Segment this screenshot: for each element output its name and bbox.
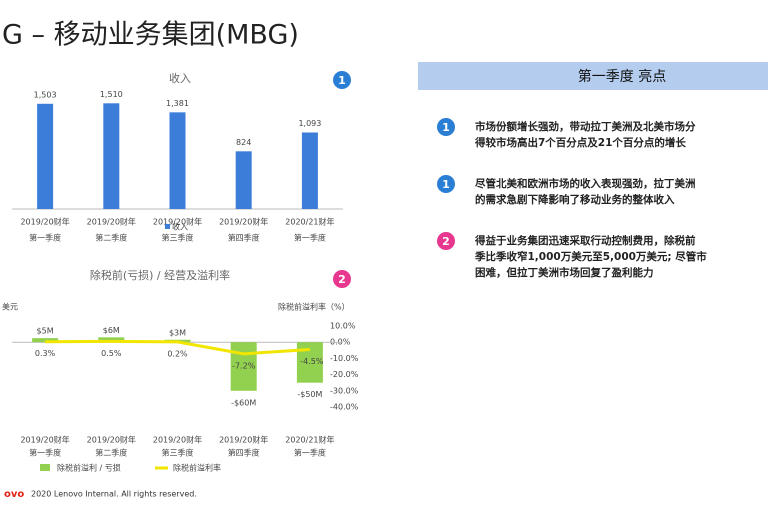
value-label: $3M xyxy=(169,328,186,337)
x-tick-label: 第一季度 xyxy=(294,448,326,458)
y2-tick-label: 10.0% xyxy=(330,322,356,331)
bar xyxy=(301,132,318,209)
bar xyxy=(103,103,120,209)
footer: 2020 Lenovo Internal. All rights reserve… xyxy=(31,490,197,499)
legend-label: 收入 xyxy=(172,222,188,232)
highlight-text: 困难，但拉丁美洲市场回复了盈利能力 xyxy=(475,266,654,279)
bar xyxy=(230,342,257,391)
x-tick-label: 2019/20财年 xyxy=(219,435,268,445)
value-label: -$60M xyxy=(231,398,256,407)
value-label: 0.5% xyxy=(101,349,122,358)
badge-number: 1 xyxy=(338,74,346,87)
highlight-text: 得益于业务集团迅速采取行动控制费用，除税前 xyxy=(474,234,696,247)
chart-title: 收入 xyxy=(169,71,191,85)
x-tick-label: 第四季度 xyxy=(228,233,260,243)
value-label: $5M xyxy=(37,327,54,336)
value-label: 824 xyxy=(236,138,251,147)
x-tick-label: 第四季度 xyxy=(228,448,260,458)
y2-axis-title: 除税前溢利率（%） xyxy=(278,302,350,312)
badge-number: 1 xyxy=(442,121,450,134)
value-label: 1,503 xyxy=(34,90,57,99)
bar xyxy=(235,151,252,209)
value-label: 0.3% xyxy=(35,349,56,358)
x-tick-label: 2019/20财年 xyxy=(87,217,136,227)
x-tick-label: 第二季度 xyxy=(95,448,127,458)
x-tick-label: 2020/21财年 xyxy=(285,435,334,445)
x-tick-label: 第一季度 xyxy=(29,233,61,243)
highlight-title: 第一季度 亮点 xyxy=(578,68,666,85)
x-tick-label: 第一季度 xyxy=(29,448,61,458)
badge xyxy=(437,175,455,193)
x-tick-label: 第三季度 xyxy=(162,448,194,458)
value-label: -7.2% xyxy=(232,361,256,370)
badge xyxy=(333,270,351,288)
value-label: $6M xyxy=(103,326,120,335)
x-tick-label: 2019/20财年 xyxy=(219,217,268,227)
line xyxy=(45,339,310,356)
badge-number: 2 xyxy=(442,235,450,248)
slide-title: G – 移动业务集团(MBG) xyxy=(2,20,299,51)
bar xyxy=(37,103,54,209)
legend-label: 除税前溢利率 xyxy=(173,463,221,473)
chart-title: 除税前(亏损) / 经营及溢利率 xyxy=(90,268,230,282)
highlight-text: 季比季收窄1,000万美元至5,000万美元; 尽管市 xyxy=(474,250,707,263)
badge-number: 1 xyxy=(442,178,450,191)
badge xyxy=(437,232,455,250)
y2-tick-label: -30.0% xyxy=(330,386,359,395)
badge xyxy=(333,71,351,89)
bar xyxy=(32,338,59,343)
value-label: 0.2% xyxy=(167,349,188,358)
x-tick-label: 第二季度 xyxy=(95,233,127,243)
highlight-text: 尽管北美和欧洲市场的收入表现强劲，拉丁美洲 xyxy=(475,177,696,190)
x-tick-label: 2019/20财年 xyxy=(153,217,202,227)
highlight-text: 市场份额增长强劲，带动拉丁美洲及北美市场分 xyxy=(475,120,696,133)
x-tick-label: 第三季度 xyxy=(162,233,194,243)
y2-tick-label: -40.0% xyxy=(330,403,359,412)
legend-swatch xyxy=(165,224,170,229)
x-tick-label: 2020/21财年 xyxy=(285,217,334,227)
x-tick-label: 2019/20财年 xyxy=(20,217,69,227)
value-label: 1,381 xyxy=(166,99,189,108)
x-tick-label: 2019/20财年 xyxy=(20,435,69,445)
value-label: -4.5% xyxy=(300,357,324,366)
highlight-header xyxy=(418,62,768,90)
value-label: 1,093 xyxy=(298,119,321,128)
bar xyxy=(169,112,186,209)
value-label: -$50M xyxy=(297,390,322,399)
x-tick-label: 2019/20财年 xyxy=(153,435,202,445)
legend-swatch xyxy=(40,464,50,471)
legend-label: 除税前溢利 / 亏损 xyxy=(57,463,121,473)
logo: ovo xyxy=(4,489,24,500)
badge xyxy=(437,118,455,136)
highlight-text: 得较市场高出7个百分点及21个百分点的增长 xyxy=(474,136,686,149)
y2-tick-label: -20.0% xyxy=(330,370,359,379)
highlight-text: 的需求急剧下降影响了移动业务的整体收入 xyxy=(475,193,675,206)
x-tick-label: 2019/20财年 xyxy=(87,435,136,445)
x-tick-label: 第一季度 xyxy=(294,233,326,243)
value-label: 1,510 xyxy=(100,90,123,99)
badge-number: 2 xyxy=(338,273,346,286)
y2-tick-label: -10.0% xyxy=(330,354,359,363)
y-axis-title: 美元 xyxy=(2,302,18,312)
bar xyxy=(98,337,125,343)
